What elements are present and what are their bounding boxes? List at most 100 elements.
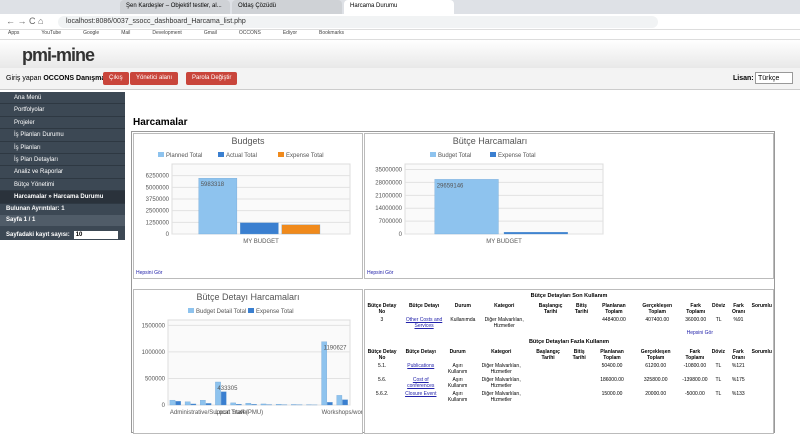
tab[interactable]: Oldaş Çözüdü bbox=[232, 0, 342, 14]
menu-item[interactable]: İş Planları Durumu bbox=[0, 129, 125, 141]
menu-item-active[interactable]: Harcamalar » Harcama Durumu bbox=[0, 191, 125, 203]
table-cell: %91 bbox=[726, 316, 750, 330]
bookmark[interactable]: Gmail bbox=[204, 30, 217, 39]
table-cell: 5.6.2. bbox=[365, 390, 399, 404]
table-cell[interactable]: Other Costs and Services bbox=[399, 316, 450, 330]
tab-strip: Şen Kardeşler – Objektif testler, al...O… bbox=[0, 0, 800, 14]
bookmark[interactable]: OCCONS bbox=[239, 30, 261, 39]
table-cell bbox=[529, 390, 566, 404]
logo[interactable]: pmi-mine bbox=[22, 45, 94, 66]
bar bbox=[504, 232, 568, 234]
table-cell: Diğer Malvarlıları, Hizmetler bbox=[476, 316, 532, 330]
legend-label: Expense Total bbox=[286, 153, 324, 159]
column-header: Bitiş Tarihi bbox=[567, 348, 592, 362]
value-label: 5983318 bbox=[201, 182, 225, 188]
table-cell[interactable]: Cost of conferences bbox=[399, 376, 442, 390]
legend-label: Actual Total bbox=[226, 153, 257, 159]
bookmark[interactable]: Apps bbox=[8, 30, 19, 39]
table-cell: TL bbox=[711, 316, 726, 330]
table-cell bbox=[751, 376, 773, 390]
column-header: Fark Oranı bbox=[726, 302, 750, 316]
legend-label: Budget Detail Total bbox=[196, 309, 246, 315]
table-cell: -139800.00 bbox=[679, 376, 711, 390]
column-header: Planlanan Toplam bbox=[592, 348, 633, 362]
view-all-link[interactable]: Hepsini Gör bbox=[367, 270, 393, 276]
bar bbox=[282, 225, 320, 234]
nav-icons[interactable]: ← → C ⌂ bbox=[6, 16, 43, 26]
button[interactable]: Çıkış bbox=[103, 72, 129, 85]
page-info: Sayfa 1 / 1 bbox=[0, 215, 125, 226]
bookmark[interactable]: Mail bbox=[121, 30, 130, 39]
column-header: Bitiş Tarihi bbox=[569, 302, 594, 316]
bar bbox=[327, 402, 332, 405]
table-cell: -5000.00 bbox=[679, 390, 711, 404]
table-cell bbox=[529, 376, 566, 390]
x-tick-label: MY BUDGET bbox=[486, 239, 522, 245]
bookmark[interactable]: Bookmarks bbox=[319, 30, 344, 39]
button[interactable]: Parola Değiştir bbox=[186, 72, 237, 85]
table-cell: Diğer Malvarlıları, Hizmetler bbox=[473, 390, 529, 404]
menu-item[interactable]: Bütçe Yönetimi bbox=[0, 179, 125, 191]
menu-item[interactable]: İş Planları bbox=[0, 142, 125, 154]
table-cell bbox=[529, 362, 566, 376]
language-select[interactable]: Türkçe bbox=[755, 72, 793, 84]
menu-item[interactable]: Projeler bbox=[0, 117, 125, 129]
table-cell[interactable]: Closure Event bbox=[399, 390, 442, 404]
y-tick-label: 5000000 bbox=[146, 185, 170, 191]
column-header: Sorumlu bbox=[751, 302, 773, 316]
table-cell bbox=[567, 376, 592, 390]
table-cell: 325800.00 bbox=[632, 376, 679, 390]
menu-item[interactable]: Portfolyolar bbox=[0, 104, 125, 116]
per-page-select[interactable]: 10 bbox=[74, 231, 118, 239]
legend-swatch bbox=[278, 152, 284, 157]
table-cell: Aşırı Kullanım bbox=[442, 362, 473, 376]
language-label: Lisan: bbox=[733, 75, 754, 82]
table-cell: 15000.00 bbox=[592, 390, 633, 404]
url[interactable]: localhost:8086/0037_ssocc_dashboard_Harc… bbox=[58, 16, 658, 28]
legend-label: Budget Total bbox=[438, 153, 471, 159]
legend-swatch bbox=[188, 308, 194, 313]
menu-item[interactable]: Analiz ve Raporlar bbox=[0, 166, 125, 178]
table-cell: 61200.00 bbox=[632, 362, 679, 376]
column-header: Gerçekleşen Toplam bbox=[632, 348, 679, 362]
y-tick-label: 1250000 bbox=[146, 220, 170, 226]
table-cell: 5.6. bbox=[365, 376, 399, 390]
table-cell: Aşırı Kullanım bbox=[442, 376, 473, 390]
menu-item[interactable]: Ana Menü bbox=[0, 92, 125, 104]
table-cell: %133 bbox=[726, 390, 751, 404]
bookmark[interactable]: Development bbox=[152, 30, 181, 39]
per-page: Sayfadaki kayıt sayısı:10 bbox=[0, 226, 125, 237]
bar bbox=[342, 400, 347, 405]
x-tick-label: MY BUDGET bbox=[243, 239, 279, 245]
column-header: Bütçe Detayı bbox=[399, 348, 442, 362]
button[interactable]: Yönetici alanı bbox=[130, 72, 178, 85]
tab[interactable]: Şen Kardeşler – Objektif testler, al... bbox=[120, 0, 230, 14]
view-all-link[interactable]: Hepsini Gör bbox=[136, 270, 162, 276]
table-cell bbox=[569, 316, 594, 330]
bar bbox=[200, 400, 205, 405]
bar bbox=[251, 404, 256, 405]
table-cell bbox=[751, 390, 773, 404]
bookmark[interactable]: Google bbox=[83, 30, 99, 39]
y-tick-label: 1500000 bbox=[142, 323, 166, 329]
table-cell[interactable]: Publications bbox=[399, 362, 442, 376]
chart-title: Budgets bbox=[231, 136, 265, 146]
table-cell: Diğer Malvarlıları, Hizmetler bbox=[473, 376, 529, 390]
bookmark[interactable]: YouTube bbox=[41, 30, 61, 39]
table-cell: 5.1. bbox=[365, 362, 399, 376]
menu-item[interactable]: İş Plan Detayları bbox=[0, 154, 125, 166]
table-cell bbox=[532, 316, 569, 330]
bookmark[interactable]: Ediyor bbox=[283, 30, 297, 39]
column-header: Durum bbox=[442, 348, 473, 362]
tab[interactable]: Harcama Durumu bbox=[344, 0, 454, 14]
column-header: Fark Oranı bbox=[726, 348, 751, 362]
value-label: 433305 bbox=[217, 386, 238, 392]
table-cell: 186000.00 bbox=[592, 376, 633, 390]
column-header: Başlangıç Tarihi bbox=[529, 348, 566, 362]
